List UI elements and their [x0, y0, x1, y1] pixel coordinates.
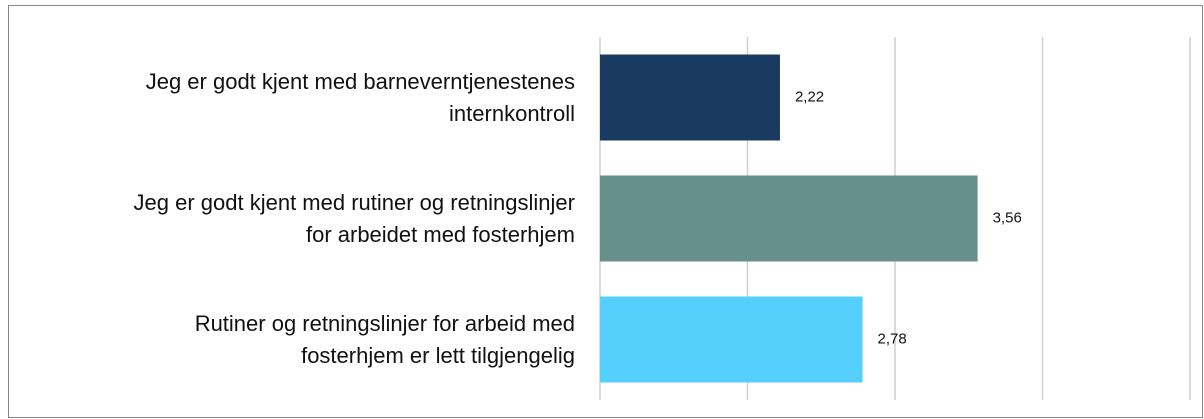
data-label: 2,22	[795, 88, 824, 105]
category-label: Jeg er godt kjent med barneverntjenesten…	[145, 68, 575, 126]
bar	[600, 296, 863, 383]
bar	[600, 175, 978, 262]
category-label: Jeg er godt kjent med rutiner og retning…	[133, 189, 575, 247]
data-label: 2,78	[878, 330, 907, 347]
bar	[600, 54, 780, 141]
frame	[8, 5, 1203, 418]
category-label: Rutiner og retningslinjer for arbeid med…	[194, 310, 575, 368]
data-label: 3,56	[993, 209, 1022, 226]
